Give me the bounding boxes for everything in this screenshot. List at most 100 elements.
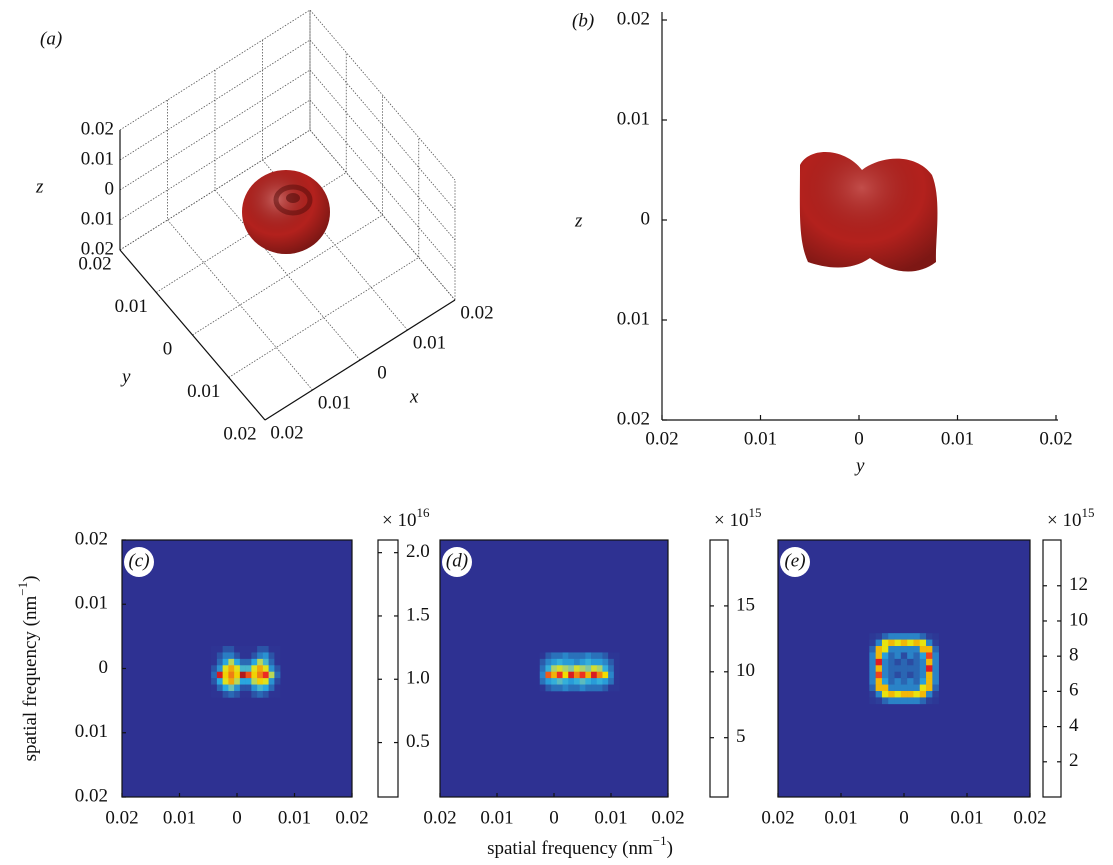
heatmap-cell [869, 665, 876, 673]
heatmap-cell [245, 678, 252, 685]
heatmap-cell [602, 684, 609, 692]
colorbar-multiplier-part: × 10 [382, 510, 416, 531]
heatmap-cell [932, 652, 939, 660]
heatmap-cell [875, 646, 883, 653]
panel-label: (a) [40, 28, 62, 49]
heatmap-cell [869, 652, 876, 660]
heatmap-cell [545, 658, 552, 666]
heatmap-cell [568, 652, 575, 660]
y-tick-label: 0.02 [617, 408, 650, 429]
heatmap-cell [900, 697, 908, 705]
heatmap-cell [257, 671, 264, 679]
heatmap-cell [222, 678, 229, 685]
x-tick-label: 0.01 [163, 807, 196, 828]
heatmap-cell [869, 671, 876, 679]
heatmap-cell [551, 684, 558, 692]
heatmap-cell [551, 678, 558, 685]
heatmap-cell [251, 690, 258, 698]
heatmap-cell [257, 665, 264, 673]
heatmap-cell [245, 690, 252, 698]
heatmap-cell [881, 665, 889, 673]
heatmap-cell [262, 646, 269, 653]
colorbar-tick-label: 12 [1069, 574, 1088, 595]
heatmap-cell [573, 684, 580, 692]
heatmap-cell [251, 646, 258, 653]
heatmap-cell [262, 671, 269, 679]
heatmap-cell [608, 658, 615, 666]
heatmap-cell [932, 684, 939, 692]
heatmap-cell [888, 684, 895, 692]
heatmap-cell [551, 652, 558, 660]
heatmap-cell [907, 690, 914, 698]
colorbar-multiplier-part: 15 [748, 505, 761, 520]
heatmap-cell [545, 652, 552, 660]
colorbar-tick-label: 4 [1069, 715, 1079, 736]
colorbar [1042, 539, 1062, 798]
heatmap-cell [251, 658, 258, 666]
heatmap-cell [869, 684, 876, 692]
x-tick-label: 0.01 [824, 807, 857, 828]
heatmap-cell [888, 665, 895, 673]
heatmap-cell [245, 671, 252, 679]
heatmap-cell [894, 678, 902, 685]
y-tick-label: 0.02 [617, 8, 650, 29]
heatmap-cell [251, 665, 258, 673]
heatmap-cell [573, 678, 580, 685]
heatmap-cell [613, 678, 620, 685]
colorbar-tick-label: 2.0 [406, 541, 430, 562]
heatmap-cell [268, 678, 275, 685]
heatmap-cell [228, 646, 235, 653]
heatmap-cell [539, 665, 546, 673]
heatmap-cell [919, 697, 927, 705]
heatmap-cell [585, 678, 592, 685]
heatmap-cell [926, 684, 933, 692]
grid-line [119, 9, 456, 181]
heatmap-cell [211, 690, 218, 698]
heatmap-cell [900, 678, 908, 685]
heatmap-cell [274, 678, 281, 685]
heatmap-cell [602, 665, 609, 673]
heatmap-cell [251, 671, 258, 679]
heatmap-cell [926, 671, 933, 679]
heatmap-cell [585, 671, 592, 679]
heatmap-cell [222, 665, 229, 673]
heatmap-cell [573, 671, 580, 679]
heatmap-cell [573, 658, 580, 666]
heatmap-cell [894, 633, 902, 640]
heatmap-cell [251, 684, 258, 692]
heatmap-cell [556, 665, 563, 673]
heatmap-cell [245, 646, 252, 653]
heatmap-cell [239, 671, 246, 679]
heatmap-cell [926, 690, 933, 698]
x-axis-title: spatial frequency (nm−1) [487, 833, 673, 859]
heatmap-cell [907, 652, 914, 660]
colorbar [377, 539, 399, 798]
heatmap-cell [245, 665, 252, 673]
heatmap-cell [613, 671, 620, 679]
heatmap-cell [875, 697, 883, 705]
y-tick-label: 0.02 [78, 253, 111, 274]
y-tick-label: 0 [163, 338, 173, 359]
heatmap-cell [888, 639, 895, 647]
heatmap-cell [907, 639, 914, 647]
heatmap-cell [222, 658, 229, 666]
heatmap-cell [568, 665, 575, 673]
heatmap-cell [539, 678, 546, 685]
heatmap-cell [568, 658, 575, 666]
heatmap-cell [245, 684, 252, 692]
heatmap-cell [239, 678, 246, 685]
heatmap-cell [881, 658, 889, 666]
y-tick-label: 0.02 [75, 528, 108, 549]
heatmap-cell [608, 652, 615, 660]
y-tick-label: 0.01 [75, 721, 108, 742]
heatmap-cell [579, 665, 586, 673]
heatmap-cell [913, 658, 921, 666]
colorbar-multiplier-part: 16 [416, 505, 430, 520]
colorbar-multiplier: × 1016 [382, 505, 430, 531]
heatmap-cell [602, 652, 609, 660]
heatmap-cell [234, 671, 241, 679]
heatmap-cell [888, 633, 895, 640]
heatmap-cell [216, 652, 223, 660]
heatmap-cell [613, 665, 620, 673]
heatmap-cell [926, 633, 933, 640]
